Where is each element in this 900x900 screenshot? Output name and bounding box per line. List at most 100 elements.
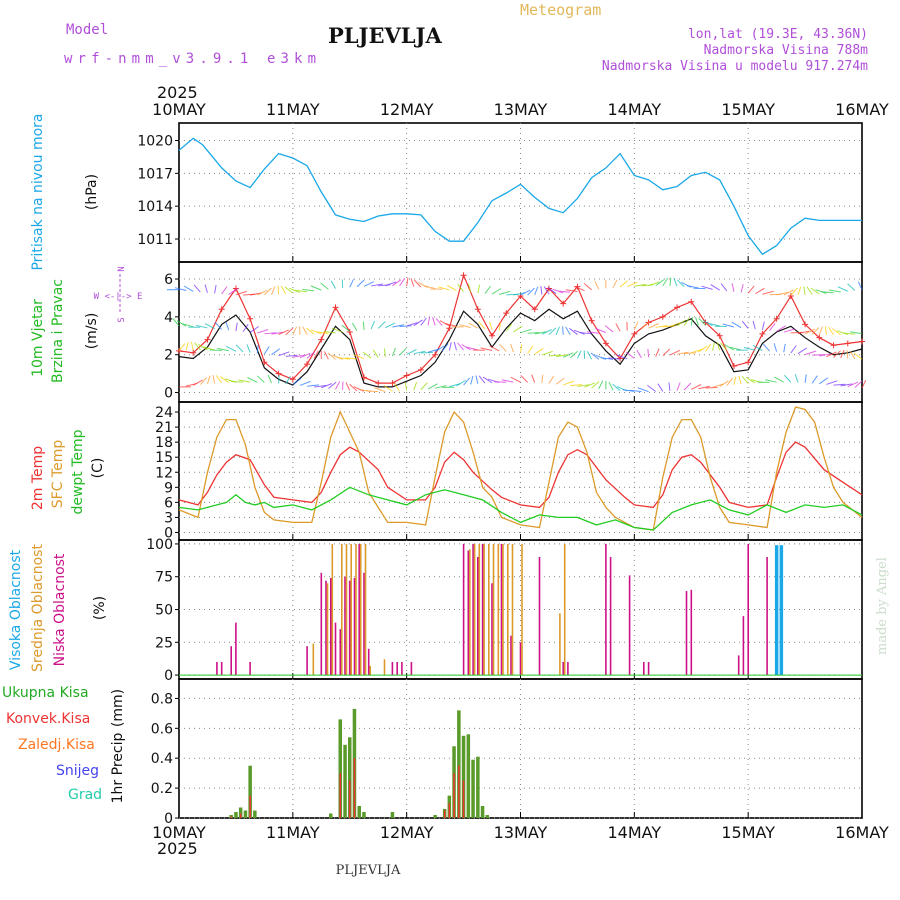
- wind-arrow: [484, 285, 492, 294]
- wind-arrow: [633, 321, 639, 330]
- bar-ukupna-kisa: [234, 812, 238, 818]
- bar-srednja-oblacnost: [326, 583, 329, 676]
- y-tick-label: 25: [155, 635, 173, 651]
- bar-ukupna-kisa: [357, 806, 361, 818]
- wind-arrow: [435, 318, 443, 326]
- wind-arrow: [392, 279, 402, 287]
- wind-arrow: [438, 286, 450, 291]
- wind-arrow: [847, 381, 859, 388]
- wind-arrow: [314, 385, 327, 388]
- wind-arrow: [271, 286, 276, 295]
- wind-arrow: [206, 375, 211, 385]
- wind-arrow: [510, 343, 514, 353]
- wind-arrow: [441, 343, 449, 352]
- wind-arrow: [480, 347, 493, 351]
- bar-ukupna-kisa: [390, 812, 395, 818]
- bar-konvek-kisa: [458, 765, 460, 818]
- wind-arrow: [745, 377, 756, 384]
- wind-arrow: [762, 343, 770, 352]
- wind-arrow: [178, 343, 186, 352]
- bar-niska-oblacnost: [747, 543, 749, 675]
- bar-niska-oblacnost: [766, 557, 768, 675]
- wind-arrow: [362, 321, 365, 330]
- wind-arrow: [720, 342, 728, 351]
- panel-pressure: 1011 1014 1017 1020: [137, 122, 863, 263]
- bar-niska-oblacnost: [334, 622, 337, 676]
- wind-arrow: [702, 320, 713, 327]
- wind-arrow: [608, 381, 614, 391]
- wind-arrow: [669, 277, 672, 287]
- bar-niska-oblacnost: [628, 575, 631, 676]
- bar-konvek-kisa: [353, 758, 356, 818]
- wind-arrow: [598, 380, 604, 389]
- wind-arrow: [477, 284, 481, 294]
- wind-arrow: [719, 380, 729, 387]
- wind-arrow: [741, 320, 749, 329]
- wind-arrow: [797, 347, 807, 355]
- wind-arrow: [794, 374, 799, 383]
- wind-arrow: [489, 345, 500, 352]
- wind-arrow: [513, 292, 525, 296]
- gust-marker: [759, 330, 766, 337]
- wind-arrow: [284, 286, 294, 294]
- wind-arrow: [374, 387, 386, 393]
- wind-arrow: [647, 384, 656, 392]
- gust-marker: [389, 380, 396, 387]
- y-tick-label: 2: [164, 348, 173, 364]
- wind-arrow: [393, 383, 400, 392]
- wind-arrow: [320, 282, 329, 290]
- wind-arrow: [562, 352, 574, 358]
- wind-arrow: [570, 384, 583, 387]
- precip-legend-snow: Snijeg: [56, 763, 99, 779]
- wind-arrow: [812, 354, 825, 356]
- wind-arrow: [362, 351, 372, 359]
- gust-marker: [218, 306, 225, 313]
- wind-arrow: [669, 322, 681, 327]
- wind-arrow: [668, 382, 671, 392]
- wind-arrow: [280, 285, 287, 294]
- bar-ukupna-kisa: [362, 812, 366, 818]
- wind-arrow: [330, 280, 336, 289]
- wind-arrow: [724, 344, 735, 351]
- wind-arrow: [501, 379, 514, 383]
- bar-ukupna-kisa: [343, 744, 347, 818]
- bar-niska-oblacnost: [500, 543, 503, 675]
- wind-arrow: [562, 326, 564, 335]
- wind-arrow: [278, 375, 280, 384]
- wind-arrow: [531, 374, 536, 383]
- y-tick-label: 50: [155, 603, 173, 619]
- wind-arrow: [427, 317, 431, 326]
- y-tick-label: 3: [164, 510, 173, 526]
- y-tick-label: 1017: [137, 166, 173, 182]
- bar-srednja-oblacnost: [497, 543, 500, 675]
- bar-niska-oblacnost: [363, 572, 365, 676]
- gust-marker: [659, 313, 666, 320]
- wind-arrow: [857, 281, 863, 290]
- wind-arrow: [413, 350, 426, 355]
- bar-ukupna-kisa: [433, 815, 437, 818]
- gust-marker: [716, 332, 723, 339]
- wind-arrow: [690, 317, 693, 326]
- bar-niska-oblacnost: [510, 635, 512, 675]
- bar-niska-oblacnost: [562, 662, 564, 676]
- line-mslp: [178, 137, 862, 256]
- wind-arrow: [743, 347, 756, 351]
- panel-cloud: 0 25 50 75 100: [146, 537, 863, 684]
- wind-arrow: [648, 323, 659, 329]
- credit-label: made by Angel: [875, 557, 890, 655]
- year-top: 2025: [157, 83, 198, 102]
- bar-ukupna-kisa: [243, 810, 248, 818]
- wind-arrow: [520, 289, 531, 296]
- altitude-label: Nadmorska Visina 788m: [704, 43, 869, 58]
- wind-arrow: [558, 290, 571, 293]
- wind-arrow: [194, 342, 201, 351]
- wind-arrow: [584, 382, 595, 388]
- bar-srednja-oblacnost: [369, 665, 371, 676]
- footer-station: PLJEVLJA: [336, 863, 401, 878]
- gust-marker: [787, 293, 794, 300]
- bar-srednja-oblacnost: [341, 543, 343, 675]
- line-dewpt-temp: [178, 486, 863, 531]
- wind-arrow: [534, 347, 544, 355]
- wind-arrow: [601, 357, 614, 360]
- wind-arrow: [468, 283, 472, 293]
